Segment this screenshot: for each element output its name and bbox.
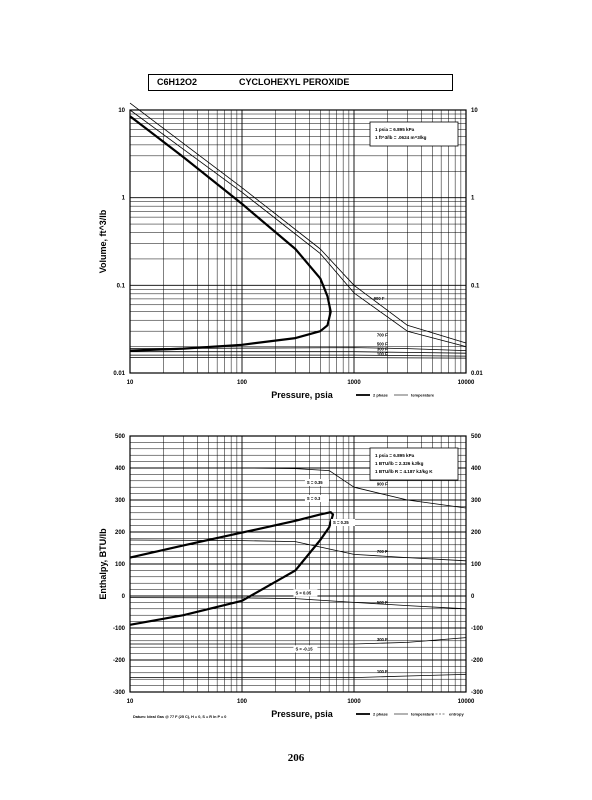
temperature-label: 700 F [377, 333, 388, 338]
entropy-label: S = -0.15 [295, 646, 313, 651]
temperature-curve [129, 109, 467, 347]
legend-label: 2 phase [373, 393, 389, 398]
legend-label: entropy [449, 712, 464, 717]
x-axis-label: Pressure, psia [271, 390, 334, 400]
x-tick-label: 1000 [347, 699, 361, 705]
plot-frame [129, 109, 467, 374]
enthalpy-pressure-chart: 10 100 1000 100005004003002001000-100-200-3… [98, 434, 484, 719]
legend-label: temperature [411, 712, 435, 717]
x-tick-label: 10000 [458, 380, 475, 386]
y-axis-label: Enthalpy, BTU/lb [98, 528, 108, 600]
conversion-box [369, 121, 459, 147]
temperature-label: 900 F [374, 296, 385, 301]
y-tick-label-right: -100 [471, 626, 484, 632]
legend-label: 2 phase [373, 712, 389, 717]
temperature-curve [129, 347, 467, 351]
conversion-text: 1 psia = 6.895 kPa [375, 453, 415, 458]
datum-note: Datum: Ideal Gas @ 77 F (25 C), H = 0, S… [133, 715, 226, 719]
title-box: C6H12O2 CYCLOHEXYL PEROXIDE [148, 74, 453, 91]
compound-formula: C6H12O2 [157, 77, 198, 87]
entropy-label-bg [304, 495, 329, 502]
x-tick-label: 100 [237, 699, 248, 705]
y-tick-label: -300 [113, 690, 126, 696]
x-tick-label: 10000 [458, 699, 475, 705]
temperature-curve [130, 637, 467, 645]
two-phase-curve [129, 511, 335, 626]
temperature-curve [130, 357, 467, 359]
entropy-label-bg [331, 519, 356, 526]
y-tick-label: -100 [113, 626, 126, 632]
y-tick-label: 500 [115, 434, 126, 440]
x-tick-label: 100 [237, 380, 248, 386]
temperature-curve [129, 597, 467, 610]
temperature-label: 900 F [377, 482, 388, 487]
y-tick-label: 300 [115, 498, 126, 504]
y-tick-label-right: -300 [471, 690, 484, 696]
x-tick-label: 1000 [347, 380, 361, 386]
temperature-curve [129, 539, 467, 562]
entropy-label-bg [293, 645, 318, 653]
conversion-text: 1 psia = 6.895 kPa [375, 127, 415, 132]
y-tick-label: 200 [115, 530, 126, 536]
conversion-text: 1 ft^3/lb = .0624 m^3/kg [375, 135, 427, 140]
y-tick-label: -200 [113, 658, 126, 664]
temperature-label: 300 F [377, 637, 388, 642]
y-tick-label-right: 100 [471, 562, 482, 568]
plot-frame [129, 435, 467, 693]
y-tick-label-right: 300 [471, 498, 482, 504]
temperature-label: 500 F [377, 600, 388, 605]
conversion-text: 1 BTU/lb = 2.326 kJ/kg [375, 461, 424, 466]
temperature-curve [130, 674, 467, 679]
temperature-curve [130, 354, 467, 357]
x-tick-label: 10 [127, 699, 134, 705]
temperature-label: 100 F [377, 669, 388, 674]
x-tick-label: 10 [127, 380, 134, 386]
compound-name: CYCLOHEXYL PEROXIDE [239, 77, 350, 87]
y-axis-label: Volume, ft^3/lb [98, 209, 108, 273]
conversion-text: 1 BTU/lb R = 4.187 kJ/kg K [375, 469, 433, 474]
entropy-label-bg [304, 479, 329, 486]
y-tick-label-right: 10 [471, 108, 478, 114]
temperature-curve [130, 467, 467, 509]
temperature-label: 300 F [377, 347, 388, 352]
temperature-curve [130, 351, 467, 354]
temperature-label: 700 F [377, 549, 388, 554]
y-tick-label-right: 400 [471, 466, 482, 472]
page-number: 206 [287, 752, 305, 764]
temperature-label: 500 F [377, 342, 388, 347]
y-tick-label: 0.1 [117, 283, 126, 289]
entropy-label: S = 0.05 [295, 590, 311, 595]
y-tick-label: 10 [118, 108, 125, 114]
y-tick-label-right: -200 [471, 658, 484, 664]
y-tick-label-right: 200 [471, 530, 482, 536]
volume-pressure-chart: 10 100 1000 100001010.10.011010.10.01Pressu… [98, 102, 483, 400]
y-tick-label: 1 [122, 196, 126, 202]
y-tick-label: 400 [115, 466, 126, 472]
y-tick-label: 0.01 [113, 371, 125, 377]
y-tick-label-right: 0.1 [471, 283, 480, 289]
entropy-label: S = 0.25 [333, 520, 349, 525]
y-tick-label-right: 1 [471, 196, 475, 202]
temperature-label: 100 F [377, 352, 388, 357]
y-tick-label-right: 500 [471, 434, 482, 440]
y-tick-label: 0 [122, 594, 126, 600]
entropy-label: S = 0.3 [307, 496, 321, 501]
entropy-label-bg [293, 589, 318, 597]
two-phase-curve [129, 115, 332, 352]
temperature-curve [129, 102, 467, 344]
y-tick-label: 100 [115, 562, 126, 568]
x-axis-label: Pressure, psia [271, 709, 334, 719]
entropy-label: S = 0.35 [307, 480, 323, 485]
legend-label: temperature [411, 393, 435, 398]
y-tick-label-right: 0.01 [471, 371, 483, 377]
conversion-box [369, 447, 459, 481]
y-tick-label-right: 0 [471, 594, 475, 600]
